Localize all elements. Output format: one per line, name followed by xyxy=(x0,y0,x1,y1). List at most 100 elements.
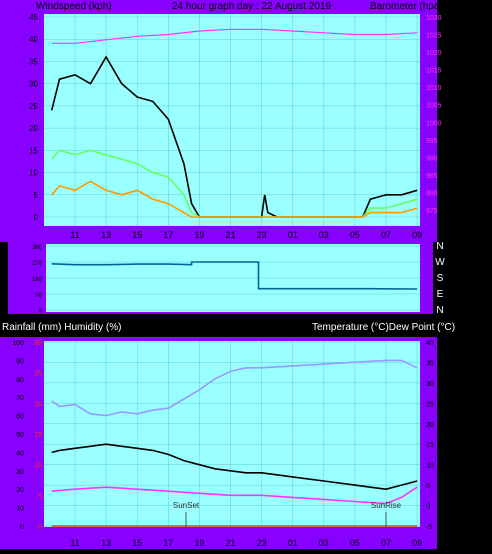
rainfall-tick-label: 25 xyxy=(34,371,42,378)
avg-wind-series xyxy=(51,149,418,218)
wind-tick-label: 5 xyxy=(34,191,39,200)
direction-tick-label: 0 xyxy=(39,309,43,315)
humidity-tick-label: 10 xyxy=(16,506,24,513)
graph-title: 24 hour graph day : 22 August 2019 xyxy=(172,1,332,12)
temperature-tick-label: 5 xyxy=(426,483,430,490)
rainfall-tick-label: 15 xyxy=(34,432,42,439)
wind-time-tick-label: 15 xyxy=(132,230,142,240)
wind-time-tick-label: 11 xyxy=(70,230,79,240)
humidity-tick-label: 30 xyxy=(16,469,24,476)
direction-series xyxy=(51,261,418,290)
humidity-tick-label: 50 xyxy=(16,432,24,439)
rainfall-tick-label: 20 xyxy=(34,401,42,408)
temperature-tick-label: 35 xyxy=(426,360,434,367)
wind-tick-label: 40 xyxy=(29,35,38,44)
wind-tick-label: 10 xyxy=(29,169,38,178)
direction-tick-label: 270 xyxy=(32,261,43,267)
humidity-tick-label: 80 xyxy=(16,377,24,384)
wind-time-tick-label: 05 xyxy=(350,230,360,240)
direction-tick-label: 180 xyxy=(32,277,43,283)
wind-time-tick-label: 23 xyxy=(257,230,267,240)
rainfall-humidity-label: Rainfall (mm) Humidity (%) xyxy=(2,322,122,333)
temperature-time-tick-label: 01 xyxy=(288,538,298,548)
temperature-time-tick-label: 03 xyxy=(319,538,329,548)
gust-series xyxy=(50,55,418,218)
temperature-series xyxy=(51,443,418,491)
temperature-tick-label: 30 xyxy=(426,381,434,388)
wind-time-tick-label: 01 xyxy=(288,230,298,240)
wind-time-tick-label: 09 xyxy=(412,230,422,240)
temperature-time-tick-label: 13 xyxy=(101,538,111,548)
wind-time-tick-label: 17 xyxy=(163,230,173,240)
humidity-tick-label: 60 xyxy=(16,414,24,421)
temperature-time-tick-label: 17 xyxy=(163,538,173,548)
barometer-series xyxy=(51,28,418,44)
direction-tick-label: 360 xyxy=(32,245,43,251)
compass-label-n: N xyxy=(436,305,443,316)
temperature-time-tick-label: 19 xyxy=(194,538,204,548)
barometer-axis-label: Barometer (hpa) xyxy=(370,1,443,12)
temperature-tick-label: -5 xyxy=(426,524,432,531)
wind-tick-label: 0 xyxy=(34,213,39,222)
barometer-tick-label: 990 xyxy=(426,155,438,162)
wind-time-tick-label: 03 xyxy=(319,230,329,240)
temperature-tick-label: 40 xyxy=(426,340,434,347)
wind-plot-area xyxy=(44,14,420,226)
humidity-tick-label: 70 xyxy=(16,395,24,402)
wind-tick-label: 45 xyxy=(29,13,38,22)
barometer-tick-label: 1000 xyxy=(426,120,442,127)
rainfall-tick-label: 30 xyxy=(34,340,42,347)
barometer-tick-label: 1020 xyxy=(426,50,442,57)
compass-label-n: N xyxy=(436,241,443,252)
wind-time-tick-label: 19 xyxy=(194,230,204,240)
barometer-tick-label: 1015 xyxy=(426,68,442,75)
temperature-time-tick-label: 11 xyxy=(70,538,79,548)
temperature-dewpoint-label: Temperature (°C)Dew Point (°C) xyxy=(312,322,456,333)
barometer-tick-label: 980 xyxy=(426,190,438,197)
barometer-tick-label: 1030 xyxy=(426,15,442,22)
humidity-tick-label: 0 xyxy=(20,524,24,531)
barometer-tick-label: 985 xyxy=(426,173,438,180)
temperature-time-tick-label: 07 xyxy=(381,538,391,548)
barometer-tick-label: 995 xyxy=(426,138,438,145)
rainfall-tick-label: 10 xyxy=(34,463,42,470)
humidity-series xyxy=(51,359,418,417)
wind-time-tick-label: 07 xyxy=(381,230,391,240)
temperature-time-tick-label: 05 xyxy=(350,538,360,548)
temperature-tick-label: 15 xyxy=(426,442,434,449)
wind-tick-label: 15 xyxy=(29,146,38,155)
temperature-plot-area xyxy=(44,341,420,527)
dew-point-series xyxy=(51,486,418,505)
temperature-tick-label: 20 xyxy=(426,422,434,429)
temperature-tick-label: 10 xyxy=(426,463,434,470)
compass-label-w: W xyxy=(435,257,445,268)
windspeed-axis-label: Windspeed (kph) xyxy=(36,1,112,12)
rainfall-tick-label: 0 xyxy=(38,524,42,531)
humidity-tick-label: 40 xyxy=(16,450,24,457)
barometer-tick-label: 1005 xyxy=(426,103,442,110)
temperature-time-tick-label: 15 xyxy=(132,538,142,548)
wind-tick-label: 35 xyxy=(29,57,38,66)
temperature-time-tick-label: 21 xyxy=(225,538,235,548)
humidity-tick-label: 20 xyxy=(16,487,24,494)
sunset-label: SunSet xyxy=(173,501,200,510)
compass-label-s: S xyxy=(437,273,444,284)
direction-tick-label: 90 xyxy=(35,293,42,299)
temperature-tick-label: 25 xyxy=(426,401,434,408)
wind-tick-label: 25 xyxy=(29,102,38,111)
compass-label-e: E xyxy=(437,289,444,300)
wind-time-tick-label: 13 xyxy=(101,230,111,240)
wind-tick-label: 30 xyxy=(29,80,38,89)
wind-time-tick-label: 21 xyxy=(225,230,235,240)
wind-min-series xyxy=(51,180,418,218)
humidity-tick-label: 90 xyxy=(16,358,24,365)
temperature-tick-label: 0 xyxy=(426,504,430,511)
humidity-tick-label: 100 xyxy=(12,340,24,347)
sunrise-label: SunRise xyxy=(371,501,402,510)
temperature-time-tick-label: 09 xyxy=(412,538,422,548)
barometer-tick-label: 1025 xyxy=(426,33,442,40)
rainfall-tick-label: 5 xyxy=(38,493,42,500)
barometer-tick-label: 1010 xyxy=(426,85,442,92)
barometer-tick-label: 975 xyxy=(426,208,438,215)
